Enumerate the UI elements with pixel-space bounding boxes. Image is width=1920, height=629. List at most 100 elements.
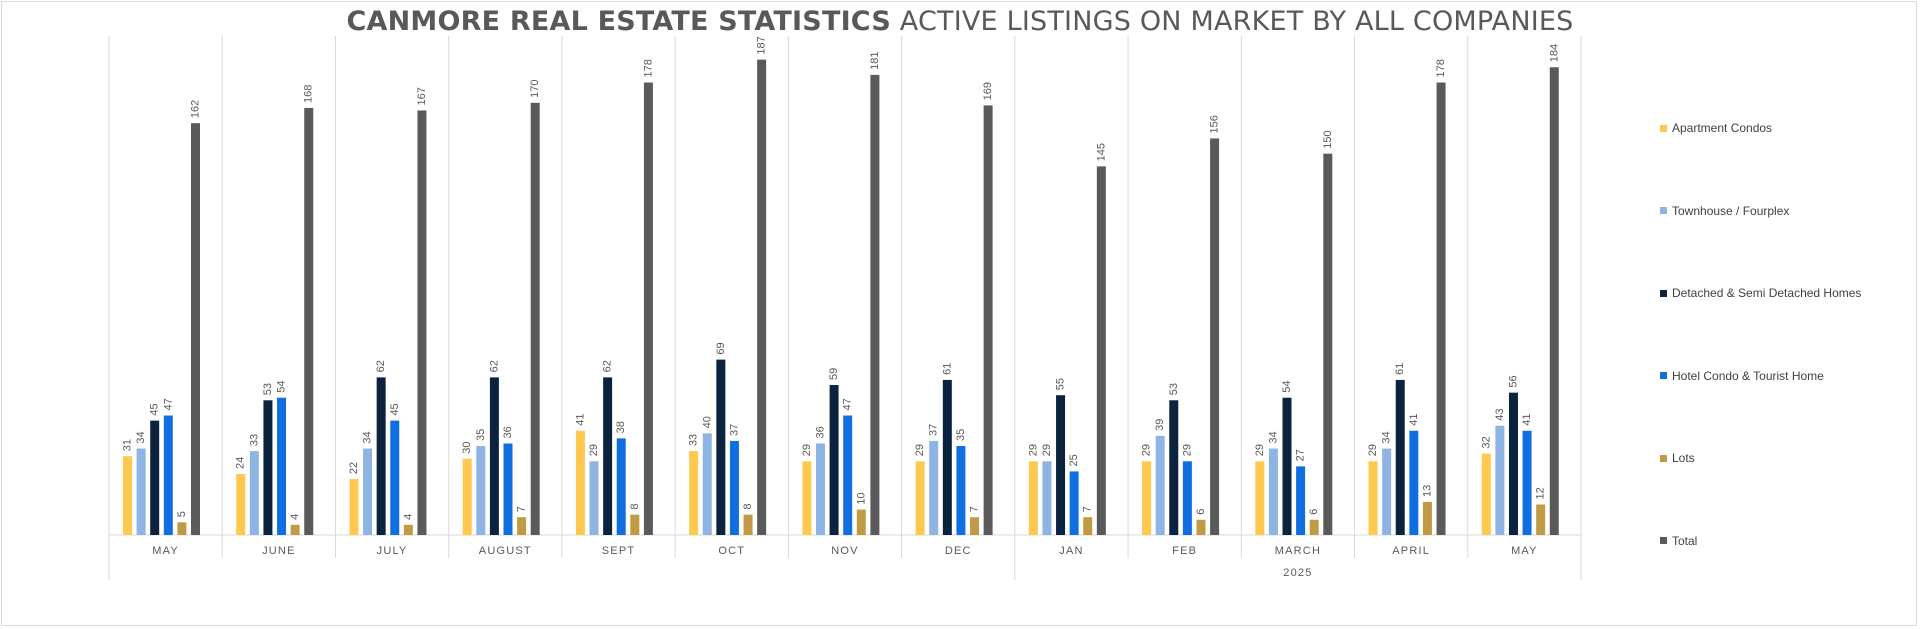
data-label: 45	[389, 403, 401, 415]
bar	[942, 379, 952, 535]
data-label: 43	[1494, 408, 1506, 420]
data-label: 5	[176, 511, 188, 517]
bar	[1323, 153, 1333, 535]
bar	[1549, 67, 1559, 536]
x-group-label: 2025	[1283, 567, 1312, 579]
bar	[643, 82, 653, 536]
bar	[236, 473, 246, 535]
bar	[1436, 82, 1446, 536]
legend-swatch	[1660, 537, 1667, 544]
bar	[1368, 461, 1378, 535]
data-label: 69	[715, 342, 727, 354]
bar	[249, 451, 259, 535]
bar	[403, 524, 413, 535]
bar	[1522, 430, 1532, 535]
data-label: 162	[190, 100, 202, 118]
data-label: 29	[1041, 444, 1053, 456]
chart-title: CANMORE REAL ESTATE STATISTICS ACTIVE LI…	[0, 6, 1920, 37]
bar	[263, 400, 273, 535]
data-label: 34	[135, 431, 147, 443]
data-label: 33	[688, 434, 700, 446]
x-tick-label: JAN	[1059, 545, 1083, 557]
bar	[417, 110, 427, 536]
bar	[1255, 461, 1265, 535]
legend-label: Lots	[1672, 451, 1695, 465]
bar	[503, 443, 513, 535]
data-label: 170	[529, 79, 541, 97]
bar	[191, 123, 200, 535]
data-label: 36	[814, 426, 826, 438]
bar	[870, 74, 880, 536]
x-tick-label: AUGUST	[479, 545, 532, 557]
bar	[716, 359, 726, 535]
legend-item: Hotel Condo & Tourist Home	[1660, 368, 1824, 384]
data-label: 29	[801, 444, 813, 456]
bar	[476, 446, 486, 535]
bar	[1282, 397, 1292, 535]
data-label: 36	[502, 426, 514, 438]
data-label: 7	[1082, 506, 1094, 512]
bar	[163, 415, 173, 535]
data-label: 35	[955, 429, 967, 441]
bar	[304, 107, 314, 535]
bar	[1069, 471, 1079, 535]
data-label: 53	[1168, 383, 1180, 395]
x-tick-label: NOV	[831, 545, 858, 557]
data-label: 167	[416, 87, 428, 105]
x-tick-label: MARCH	[1275, 545, 1321, 557]
data-label: 61	[941, 363, 953, 375]
bar	[856, 509, 866, 535]
data-label: 31	[122, 439, 134, 451]
bar	[1182, 461, 1192, 535]
bar	[1196, 519, 1206, 535]
data-label: 53	[262, 383, 274, 395]
bar	[757, 59, 767, 536]
bar	[462, 458, 472, 535]
bar	[616, 438, 626, 535]
bar	[1508, 392, 1518, 535]
data-label: 29	[1141, 444, 1153, 456]
chart-title-rest: ACTIVE LISTINGS ON MARKET BY ALL COMPANI…	[899, 6, 1574, 37]
legend-label: Detached & Semi Detached Homes	[1672, 286, 1862, 300]
data-label: 184	[1548, 44, 1560, 62]
bar	[349, 479, 359, 535]
bar	[1096, 166, 1106, 536]
data-label: 41	[574, 414, 586, 426]
bar	[1210, 138, 1220, 535]
bar	[1056, 395, 1066, 535]
data-label: 6	[1308, 509, 1320, 515]
data-label: 35	[475, 429, 487, 441]
bar	[136, 448, 146, 535]
bar	[970, 517, 980, 535]
legend-label: Townhouse / Fourplex	[1672, 203, 1790, 218]
data-label: 41	[1408, 414, 1420, 426]
bar	[277, 397, 287, 535]
data-label: 59	[828, 368, 840, 380]
bar	[290, 524, 300, 535]
data-label: 34	[1381, 431, 1393, 443]
x-tick-label: SEPT	[602, 545, 636, 557]
data-label: 178	[1435, 59, 1447, 77]
data-label: 4	[402, 514, 414, 520]
x-tick-label: MAY	[152, 545, 179, 557]
bar	[843, 415, 853, 535]
bar	[1155, 435, 1165, 535]
data-label: 145	[1095, 143, 1107, 161]
bar	[530, 102, 540, 535]
legend-item: Lots	[1660, 450, 1695, 466]
data-label: 62	[488, 360, 500, 372]
bar	[177, 522, 187, 535]
data-label: 34	[1267, 431, 1279, 443]
bar	[1296, 466, 1306, 535]
data-label: 7	[969, 506, 981, 512]
data-label: 37	[928, 424, 940, 436]
data-label: 181	[869, 52, 881, 70]
bar	[1169, 400, 1179, 535]
data-label: 45	[149, 403, 161, 415]
data-label: 169	[982, 82, 994, 100]
data-label: 41	[1521, 414, 1533, 426]
bar	[1481, 453, 1491, 535]
x-tick-label: JUNE	[262, 545, 296, 557]
bar	[1422, 501, 1432, 535]
legend-swatch	[1660, 124, 1667, 132]
